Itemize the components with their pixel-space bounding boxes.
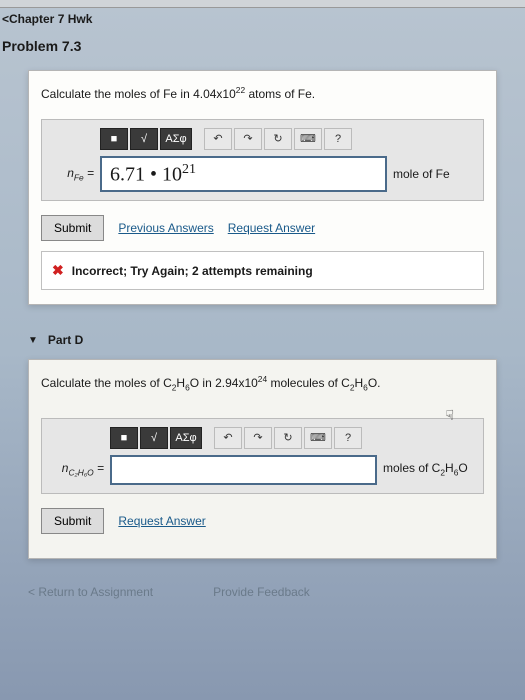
help-icon[interactable]: ?	[324, 128, 352, 150]
request-answer-link-d[interactable]: Request Answer	[118, 514, 205, 528]
feedback-text: Incorrect; Try Again; 2 attempts remaini…	[72, 264, 313, 278]
undo-icon[interactable]: ↶	[214, 427, 242, 449]
previous-answers-link[interactable]: Previous Answers	[118, 221, 213, 235]
help-icon[interactable]: ?	[334, 427, 362, 449]
part-c-prompt: Calculate the moles of Fe in 4.04x1022 a…	[41, 85, 484, 103]
submit-button-d[interactable]: Submit	[41, 508, 104, 534]
equation-toolbar: ■ √ ΑΣφ ↶ ↷ ↻ ⌨ ?	[100, 128, 475, 150]
variable-label: nFe =	[50, 166, 94, 182]
redo-icon[interactable]: ↷	[234, 128, 262, 150]
redo-icon[interactable]: ↷	[244, 427, 272, 449]
answer-input-area-d: ■ √ ΑΣφ ↶ ↷ ↻ ⌨ ? nC₂H₆O = moles of C2H6…	[41, 418, 484, 494]
undo-icon[interactable]: ↶	[204, 128, 232, 150]
unit-label-d: moles of C2H6O	[383, 461, 475, 477]
reset-icon[interactable]: ↻	[264, 128, 292, 150]
templates-icon[interactable]: ■	[100, 128, 128, 150]
keyboard-icon[interactable]: ⌨	[294, 128, 322, 150]
part-d-panel: Calculate the moles of C2H6O in 2.94x102…	[28, 359, 497, 558]
equation-toolbar-d: ■ √ ΑΣφ ↶ ↷ ↻ ⌨ ?	[110, 427, 475, 449]
templates-icon[interactable]: ■	[110, 427, 138, 449]
answer-input[interactable]: 6.71 • 1021	[100, 156, 387, 193]
submit-button[interactable]: Submit	[41, 215, 104, 241]
caret-down-icon: ▼	[28, 335, 38, 346]
part-c-panel: Calculate the moles of Fe in 4.04x1022 a…	[28, 70, 497, 305]
unit-label: mole of Fe	[393, 167, 475, 181]
footer: < Return to Assignment Provide Feedback	[28, 577, 497, 607]
radical-icon[interactable]: √	[130, 128, 158, 150]
answer-input-area: ■ √ ΑΣφ ↶ ↷ ↻ ⌨ ? nFe = 6.71 • 1021 mole…	[41, 119, 484, 202]
provide-feedback-link[interactable]: Provide Feedback	[213, 585, 310, 599]
radical-icon[interactable]: √	[140, 427, 168, 449]
request-answer-link[interactable]: Request Answer	[228, 221, 315, 235]
variable-label-d: nC₂H₆O =	[50, 461, 104, 477]
feedback-box: ✖ Incorrect; Try Again; 2 attempts remai…	[41, 251, 484, 290]
part-d-header[interactable]: ▼ Part D	[28, 323, 497, 353]
part-d-prompt: Calculate the moles of C2H6O in 2.94x102…	[41, 374, 484, 394]
breadcrumb[interactable]: <Chapter 7 Hwk	[0, 8, 525, 30]
answer-input-d[interactable]	[110, 455, 377, 485]
problem-title: Problem 7.3	[0, 30, 525, 70]
greek-icon[interactable]: ΑΣφ	[170, 427, 202, 449]
keyboard-icon[interactable]: ⌨	[304, 427, 332, 449]
greek-icon[interactable]: ΑΣφ	[160, 128, 192, 150]
return-link[interactable]: < Return to Assignment	[28, 585, 153, 599]
reset-icon[interactable]: ↻	[274, 427, 302, 449]
incorrect-icon: ✖	[52, 262, 64, 279]
